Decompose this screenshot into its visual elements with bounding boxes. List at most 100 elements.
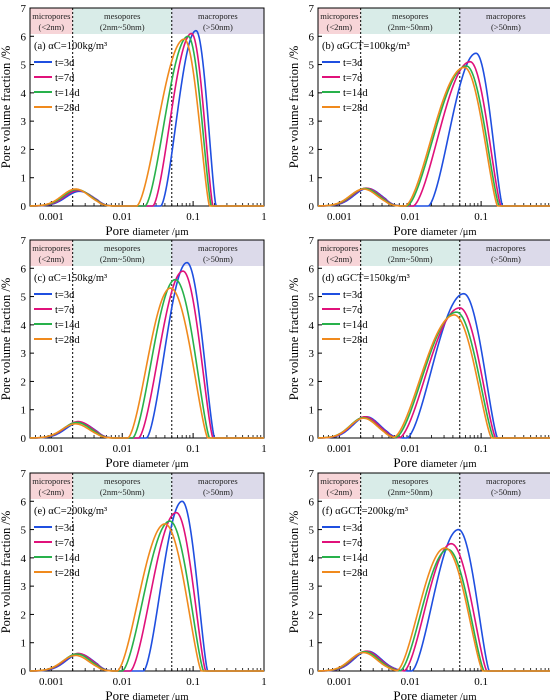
band-meso-title: mesopores [104,243,140,253]
y-tick-label: 0 [21,201,27,213]
series-line-t-28d [29,523,264,672]
y-tick-label: 1 [309,173,315,185]
x-tick-label: 0.01 [401,211,420,223]
series-line-t-3d [317,528,550,672]
band-meso [360,473,460,499]
panel-f: micropores(<2nm) mesopores(2nm~50nm) macro… [287,468,550,700]
x-tick-label: 0.1 [186,211,200,223]
band-macro-title: macropores [198,11,238,21]
legend-label: t=14d [55,88,80,99]
legend-label: t=7d [343,538,363,549]
x-tick-label: 0.1 [474,676,488,688]
band-meso-title: mesopores [104,11,140,21]
band-meso [72,473,172,499]
band-micro [318,473,361,499]
y-tick-label: 5 [21,60,27,72]
panel-label: (a) αC=100kg/m³ [34,41,107,52]
panel-d: micropores(<2nm) mesopores(2nm~50nm) macro… [287,235,550,470]
band-macro-range: (>50nm) [203,487,233,497]
y-tick-label: 2 [309,144,315,156]
y-tick-label: 3 [309,581,315,593]
y-axis-label: Pore volume fraction /% [0,46,13,169]
panel-label: (b) αGCT=100kg/m³ [322,41,410,52]
plot-frame [317,472,550,672]
band-meso-range: (2nm~50nm) [388,254,433,264]
x-tick-label: 0.001 [39,676,64,688]
y-tick-label: 6 [309,496,315,508]
legend-label: t=28d [343,568,368,579]
band-meso [360,240,460,266]
y-tick-label: 7 [21,235,27,247]
y-tick-label: 1 [309,638,315,650]
plot-frame [29,472,265,672]
y-tick-label: 6 [21,31,27,43]
x-tick-label: 0.001 [39,211,64,223]
band-micro-range: (<2nm) [327,22,353,32]
x-tick-label: 0.01 [113,443,132,455]
band-macro-range: (>50nm) [203,22,233,32]
legend-label: t=3d [55,290,75,301]
series-line-t-28d [317,66,550,207]
legend-label: t=28d [55,335,80,346]
band-macro-title: macropores [486,11,526,21]
legend-label: t=14d [55,320,80,331]
band-macro [459,240,550,266]
band-macro-title: macropores [486,476,526,486]
x-tick-label: 0.01 [113,211,132,223]
y-tick-label: 4 [309,320,315,332]
x-tick-label: 0.01 [401,676,420,688]
y-tick-label: 2 [21,376,27,388]
y-axis-label: Pore volume fraction /% [287,278,301,401]
legend-label: t=7d [55,538,75,549]
band-micro-range: (<2nm) [327,487,353,497]
legend-label: t=14d [343,553,368,564]
series-line-t-14d [317,65,550,207]
band-micro-title: micropores [320,476,358,486]
x-axis-label: Pore diameter /μm [393,455,476,470]
panel-label: (f) αGCT=200kg/m³ [322,506,408,517]
band-macro-title: macropores [198,243,238,253]
plot-frame [317,239,550,439]
band-micro-range: (<2nm) [39,22,65,32]
y-axis-label: Pore volume fraction /% [0,278,13,401]
plot-frame [317,7,550,207]
y-tick-label: 1 [21,405,27,417]
band-micro [318,240,361,266]
y-tick-label: 2 [21,144,27,156]
legend-label: t=14d [343,320,368,331]
x-axis-label: Pore diameter /μm [105,455,188,470]
band-meso [360,8,460,34]
y-tick-label: 5 [21,525,27,537]
panel-a: micropores(<2nm) mesopores(2nm~50nm) macro… [0,3,267,238]
y-tick-label: 6 [21,263,27,275]
y-tick-label: 0 [21,666,27,678]
x-axis-label: Pore diameter /μm [393,223,476,238]
legend-label: t=3d [55,523,75,534]
band-meso-range: (2nm~50nm) [388,22,433,32]
band-micro-range: (<2nm) [327,254,353,264]
x-tick-label: 1 [261,211,267,223]
band-meso-title: mesopores [392,11,428,21]
y-tick-label: 0 [309,666,315,678]
y-axis-label: Pore volume fraction /% [287,46,301,169]
x-tick-label: 0.01 [401,443,420,455]
band-micro-title: micropores [320,243,358,253]
x-axis-label: Pore diameter /μm [105,223,188,238]
legend-label: t=3d [343,523,363,534]
y-tick-label: 4 [21,320,27,332]
y-tick-label: 7 [21,468,27,480]
y-tick-label: 3 [309,348,315,360]
series-line-t-7d [29,511,264,672]
band-meso-range: (2nm~50nm) [100,254,145,264]
y-tick-label: 2 [309,609,315,621]
band-macro-range: (>50nm) [491,22,521,32]
band-meso [72,8,172,34]
x-tick-label: 0.001 [327,676,352,688]
y-tick-label: 0 [21,433,27,445]
y-tick-label: 0 [309,433,315,445]
legend-label: t=7d [343,73,363,84]
y-axis-label: Pore volume fraction /% [0,511,13,634]
y-tick-label: 6 [309,31,315,43]
band-micro [30,473,73,499]
